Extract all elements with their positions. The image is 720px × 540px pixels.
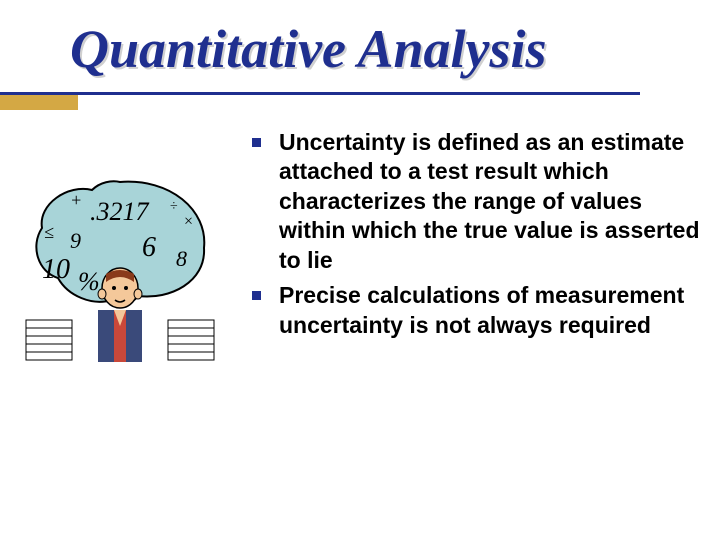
- bullet-text: Uncertainty is defined as an estimate at…: [279, 128, 712, 275]
- svg-text:+: +: [70, 190, 82, 210]
- svg-text:10: 10: [42, 254, 70, 285]
- svg-text:6: 6: [142, 232, 156, 263]
- svg-text:.3217: .3217: [90, 197, 150, 226]
- bullet-marker-icon: [252, 138, 261, 147]
- svg-text:×: ×: [184, 213, 193, 230]
- bullet-list: Uncertainty is defined as an estimate at…: [252, 128, 712, 346]
- slide-title: Quantitative Analysis: [70, 18, 547, 80]
- title-underline: [0, 92, 640, 95]
- svg-text:9: 9: [70, 228, 81, 253]
- svg-text:≤: ≤: [44, 222, 54, 242]
- svg-text:8: 8: [176, 246, 187, 271]
- svg-text:÷: ÷: [170, 199, 178, 214]
- list-item: Precise calculations of measurement unce…: [252, 281, 712, 340]
- bullet-marker-icon: [252, 291, 261, 300]
- svg-text:%: %: [78, 267, 100, 296]
- clipart-math-head: + .3217 ≤ 9 6 8 10 % × ÷: [20, 170, 220, 370]
- bullet-text: Precise calculations of measurement unce…: [279, 281, 712, 340]
- list-item: Uncertainty is defined as an estimate at…: [252, 128, 712, 275]
